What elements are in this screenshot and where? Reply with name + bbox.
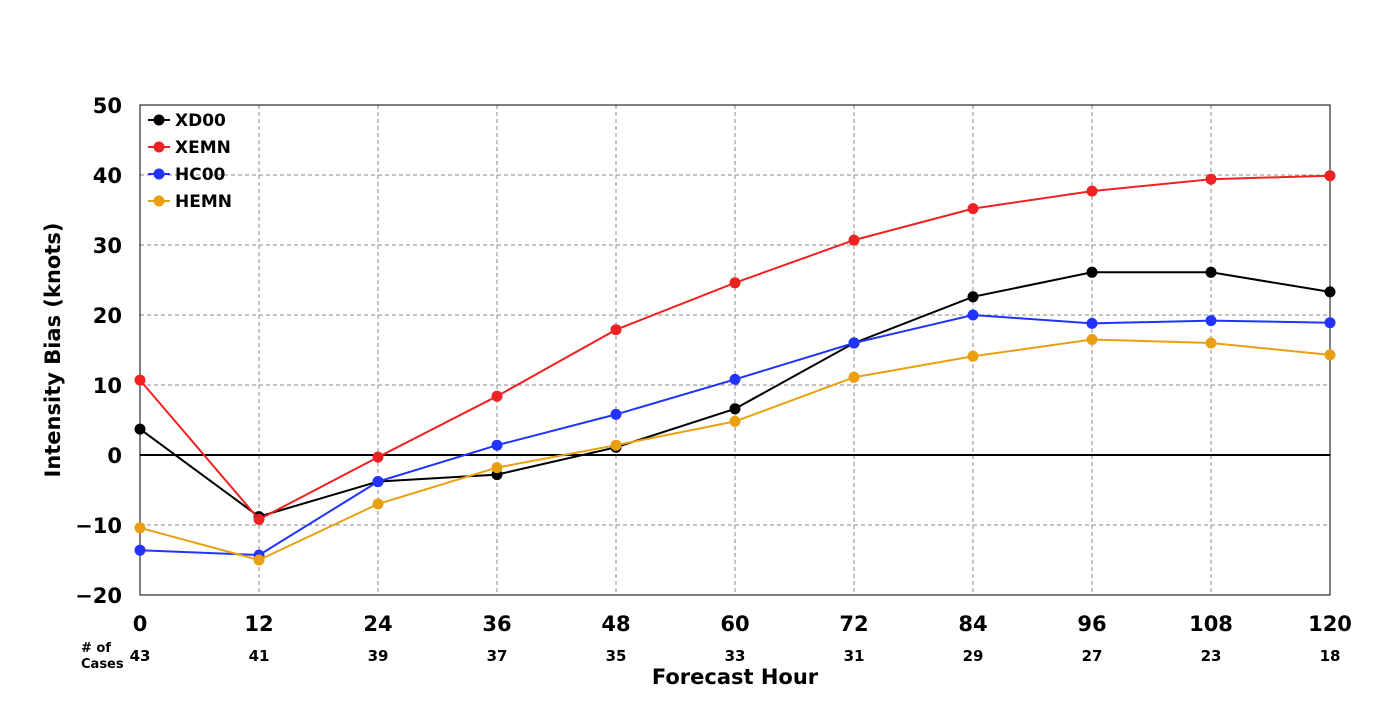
data-point-xemn — [610, 324, 622, 336]
data-point-hc00 — [1205, 315, 1217, 327]
data-point-hc00 — [610, 408, 622, 420]
data-point-hc00 — [967, 309, 979, 321]
series-layer — [134, 170, 1336, 566]
legend-label-hc00: HC00 — [175, 165, 226, 185]
y-tick-labels: −20 −10 0 10 20 30 40 50 — [75, 94, 122, 608]
x-tick-label: 36 — [482, 612, 511, 636]
data-point-hc00 — [729, 373, 741, 385]
data-point-xemn — [967, 203, 979, 215]
case-count-label: 35 — [606, 647, 627, 665]
case-count-label: 41 — [249, 647, 270, 665]
data-point-hemn — [729, 415, 741, 427]
data-point-xemn — [253, 513, 265, 525]
data-point-hemn — [372, 498, 384, 510]
data-point-hemn — [1086, 334, 1098, 345]
x-tick-labels: 0 12 24 36 48 60 72 84 96 108 120 — [133, 612, 1352, 636]
data-point-xemn — [1205, 173, 1217, 185]
case-count-label: 43 — [130, 647, 151, 665]
legend: XD00 XEMN HC00 HEMN — [148, 111, 232, 212]
data-point-xd00 — [967, 291, 979, 303]
data-point-hc00 — [1086, 317, 1098, 329]
case-count-label: 39 — [368, 647, 389, 665]
y-tick-label: −10 — [75, 514, 122, 538]
y-axis-title: Intensity Bias (knots) — [41, 223, 65, 478]
cases-title-line2: Cases — [81, 657, 124, 672]
case-count-label: 33 — [725, 647, 746, 665]
x-axis-title: Forecast Hour — [652, 665, 819, 689]
x-tick-label: 48 — [601, 612, 630, 636]
data-point-xd00 — [1205, 266, 1217, 278]
x-tick-label: 120 — [1308, 612, 1352, 636]
data-point-hemn — [253, 554, 265, 566]
x-tick-label: 84 — [958, 612, 987, 636]
x-tick-label: 60 — [720, 612, 749, 636]
data-point-hemn — [967, 350, 979, 362]
data-point-hc00 — [848, 337, 860, 349]
legend-label-hemn: HEMN — [175, 192, 232, 212]
x-tick-label: 12 — [244, 612, 273, 636]
data-point-hc00 — [372, 476, 384, 488]
case-count-label: 37 — [487, 647, 508, 665]
y-tick-label: −20 — [75, 584, 122, 608]
y-tick-label: 30 — [93, 234, 122, 258]
data-point-xemn — [372, 451, 384, 463]
data-point-xd00 — [729, 403, 741, 415]
data-point-hc00 — [491, 439, 503, 451]
data-point-hemn — [848, 371, 860, 383]
y-tick-label: 0 — [107, 444, 122, 468]
data-point-xemn — [729, 277, 741, 289]
legend-label-xemn: XEMN — [175, 138, 231, 158]
legend-swatch-marker-xd00 — [153, 114, 165, 126]
x-tick-label: 72 — [839, 612, 868, 636]
x-tick-label: 24 — [363, 612, 392, 636]
y-tick-label: 50 — [93, 94, 122, 118]
legend-label-xd00: XD00 — [175, 111, 226, 131]
legend-swatch-marker-hc00 — [153, 168, 165, 180]
x-tick-label: 0 — [133, 612, 148, 636]
data-point-xemn — [1324, 170, 1336, 182]
grid-layer — [140, 105, 1330, 595]
y-tick-label: 10 — [93, 374, 122, 398]
case-count-label: 27 — [1082, 647, 1103, 665]
case-count-labels: 43 41 39 37 35 33 31 29 27 23 18 — [130, 647, 1341, 665]
data-point-hc00 — [134, 544, 146, 556]
data-point-hemn — [134, 522, 146, 534]
data-point-hemn — [1324, 349, 1336, 361]
data-point-xemn — [491, 390, 503, 402]
legend-swatch-marker-hemn — [153, 195, 165, 207]
case-count-label: 29 — [963, 647, 984, 665]
data-point-xd00 — [1086, 266, 1098, 278]
y-tick-label: 40 — [93, 164, 122, 188]
data-point-hemn — [491, 462, 503, 474]
y-tick-label: 20 — [93, 304, 122, 328]
data-point-hemn — [1205, 337, 1217, 349]
data-point-xd00 — [1324, 286, 1336, 298]
case-count-label: 23 — [1201, 647, 1222, 665]
data-point-xd00 — [134, 423, 146, 435]
data-point-xemn — [134, 374, 146, 386]
case-count-label: 31 — [844, 647, 865, 665]
data-point-xemn — [1086, 185, 1098, 197]
data-point-hc00 — [1324, 317, 1336, 329]
case-count-label: 18 — [1320, 647, 1341, 665]
data-point-xemn — [848, 234, 860, 246]
x-tick-label: 108 — [1189, 612, 1233, 636]
cases-title-line1: # of — [81, 641, 111, 656]
legend-swatch-marker-xemn — [153, 141, 165, 153]
data-point-hemn — [610, 439, 622, 451]
x-tick-label: 96 — [1077, 612, 1106, 636]
